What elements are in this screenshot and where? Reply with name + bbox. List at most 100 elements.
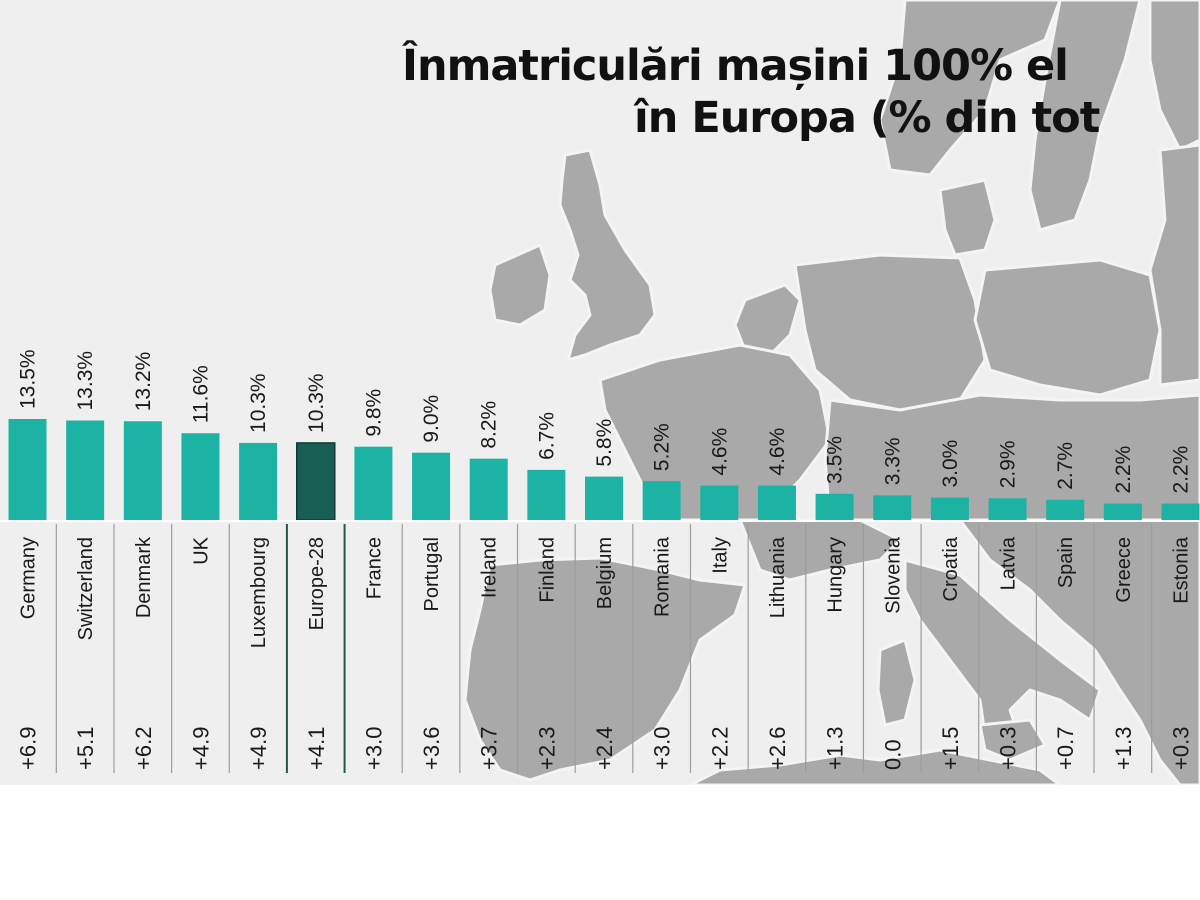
bar-finland <box>527 469 566 520</box>
change-label: +3.6 <box>419 727 444 770</box>
value-label: 4.6% <box>766 428 789 476</box>
bar-portugal <box>412 452 451 520</box>
category-label: Luxembourg <box>248 537 270 648</box>
bar-europe-28 <box>296 442 336 521</box>
value-label: 3.0% <box>939 440 962 488</box>
value-label: 9.0% <box>420 395 443 443</box>
bar-estonia <box>1161 503 1200 520</box>
map-great-britain <box>558 148 657 362</box>
change-label: +1.3 <box>1111 727 1136 770</box>
map-iberia <box>463 556 747 782</box>
bar-luxembourg <box>239 442 278 520</box>
value-label: 4.6% <box>708 428 731 476</box>
change-label: +2.6 <box>765 727 790 770</box>
category-label: Estonia <box>1171 536 1193 604</box>
category-label: Latvia <box>998 536 1020 590</box>
value-label: 2.2% <box>1112 446 1135 494</box>
value-label: 5.2% <box>651 423 674 471</box>
bar-slovenia <box>873 495 912 520</box>
map-baltic-east <box>1148 143 1200 387</box>
bar-germany <box>8 419 47 520</box>
change-label: +3.0 <box>361 727 386 770</box>
value-label: 2.9% <box>997 440 1020 488</box>
chart-title-line-1: Înmatriculări mașini 100% el <box>402 41 1069 91</box>
value-label: 10.3% <box>247 373 270 433</box>
value-label: 10.3% <box>305 373 328 433</box>
change-label: +0.3 <box>996 727 1021 770</box>
category-label: Italy <box>709 537 731 574</box>
change-label: +2.4 <box>592 727 617 770</box>
bar-hungary <box>815 493 854 520</box>
change-label: +6.2 <box>131 727 156 770</box>
category-label: UK <box>190 536 212 564</box>
bar-ireland <box>469 458 508 520</box>
bar-denmark <box>123 421 162 520</box>
map-ireland <box>488 243 552 327</box>
value-label: 9.8% <box>362 389 385 437</box>
europe-map-background <box>463 0 1200 785</box>
value-label: 6.7% <box>535 412 558 460</box>
map-italy-north <box>738 518 902 582</box>
map-denmark <box>938 178 997 257</box>
category-label: Germany <box>18 537 40 619</box>
bar-latvia <box>988 498 1027 520</box>
bar-italy <box>700 485 739 520</box>
change-label: +0.7 <box>1053 727 1078 770</box>
value-label: 5.8% <box>593 419 616 467</box>
change-label: +2.2 <box>707 727 732 770</box>
change-label: +2.3 <box>534 727 559 770</box>
change-label: +5.1 <box>73 727 98 770</box>
category-label: Belgium <box>594 537 616 609</box>
bar-uk <box>181 433 220 520</box>
map-sweden <box>1028 0 1142 232</box>
category-label: Romania <box>652 536 674 617</box>
bars <box>8 419 1200 521</box>
category-label: Denmark <box>133 536 155 618</box>
value-label: 2.2% <box>1170 446 1193 494</box>
bar-spain <box>1046 499 1085 520</box>
category-label: Switzerland <box>75 537 97 640</box>
value-label: 13.5% <box>17 349 40 409</box>
change-label: +3.7 <box>477 727 502 770</box>
bar-romania <box>642 481 681 520</box>
category-label: Hungary <box>825 537 847 613</box>
category-label: Ireland <box>479 537 501 598</box>
value-label: 8.2% <box>478 401 501 449</box>
value-label: 3.5% <box>824 436 847 484</box>
chart-panel: Înmatriculări mașini 100% el în Europa (… <box>0 0 1200 785</box>
bar-switzerland <box>66 420 105 520</box>
change-label: +4.9 <box>188 727 213 770</box>
value-label: 13.3% <box>74 351 97 411</box>
bar-belgium <box>585 476 623 520</box>
category-label: Finland <box>536 537 558 603</box>
map-poland <box>973 258 1162 397</box>
change-label: +4.1 <box>304 727 329 770</box>
category-label: Portugal <box>421 537 443 612</box>
map-italy <box>903 558 1102 762</box>
category-label: Greece <box>1113 537 1135 603</box>
value-label: 13.2% <box>132 352 155 412</box>
category-label: Slovenia <box>882 536 904 614</box>
column-dividers <box>55 524 1153 773</box>
chart-title: Înmatriculări mașini 100% el în Europa (… <box>402 40 1200 144</box>
value-labels: 13.5% 13.3% 13.2% 11.6% 10.3% 10.3% 9.8% 9.0% 8.… <box>17 349 1193 493</box>
change-label: +1.5 <box>938 727 963 770</box>
value-label: 11.6% <box>189 365 212 423</box>
change-label: +1.3 <box>823 727 848 770</box>
map-benelux <box>733 283 802 357</box>
change-label: +3.0 <box>650 727 675 770</box>
bar-france <box>354 446 393 520</box>
map-scandinavia <box>878 0 1062 177</box>
map-sardinia <box>876 638 917 727</box>
change-label: +6.9 <box>16 727 41 770</box>
category-label: Croatia <box>940 536 962 601</box>
change-label: +4.9 <box>246 727 271 770</box>
category-label: Europe-28 <box>306 537 328 630</box>
category-labels: Germany Switzerland Denmark UK Luxembourg Eur… <box>18 536 1193 648</box>
bar-chart: 13.5% 13.3% 13.2% 11.6% 10.3% 10.3% 9.8% 9.0% 8.… <box>0 349 1200 773</box>
category-label: Spain <box>1055 537 1077 588</box>
value-label: 3.3% <box>881 437 904 485</box>
change-label: +0.3 <box>1169 727 1194 770</box>
map-north-africa <box>688 748 1062 785</box>
bar-lithuania <box>757 485 796 520</box>
